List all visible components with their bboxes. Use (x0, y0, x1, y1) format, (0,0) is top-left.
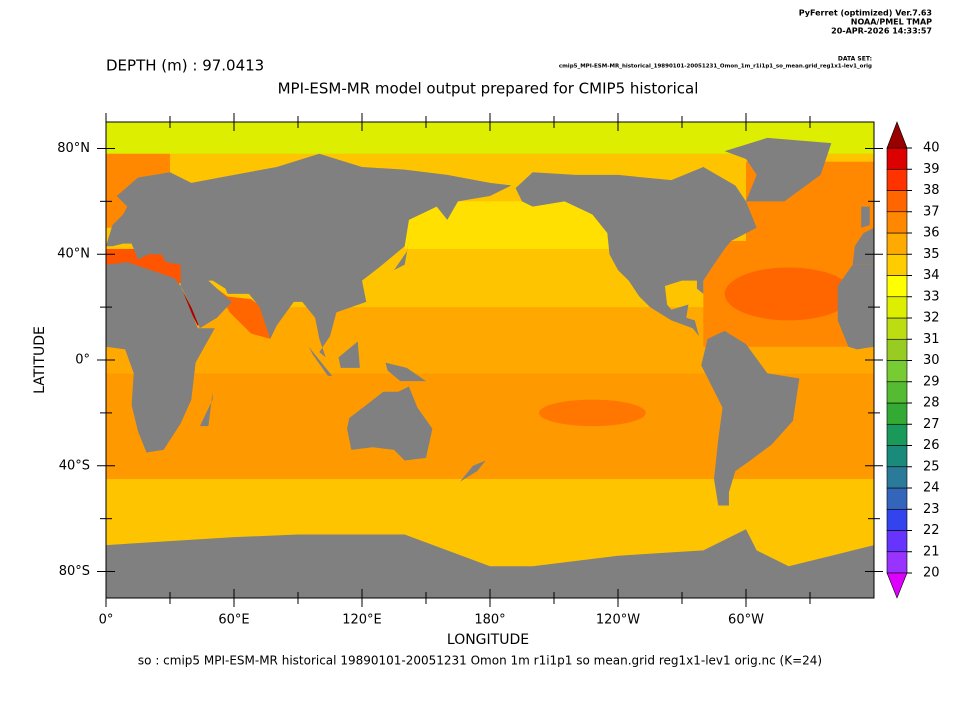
colorbar-label: 29 (923, 374, 940, 389)
x-tick-label: 60°W (728, 613, 764, 628)
colorbar-band (886, 381, 908, 404)
y-tick-label: 40°N (57, 247, 90, 262)
software: PyFerret (optimized) Ver.7.63 (799, 9, 932, 18)
dataset: cmip5_MPI-ESM-MR_historical_19890101-200… (559, 64, 872, 70)
land (852, 227, 874, 265)
y-tick-label: 0° (75, 353, 90, 368)
colorbar-band (886, 296, 908, 319)
land (724, 137, 832, 202)
y-axis-label: LATITUDE (32, 326, 48, 394)
x-tick-label: 180° (474, 613, 505, 628)
colorbar-label: 40 (923, 141, 940, 156)
x-tick-label: 0° (99, 613, 114, 628)
depth: DEPTH (m) : 97.0413 (106, 57, 264, 75)
colorbar-label: 25 (923, 459, 940, 474)
ocean-region (539, 399, 646, 427)
x-tick-label: 120°E (342, 613, 382, 628)
colorbar-label: 30 (923, 353, 940, 368)
x-tick-label: 120°W (596, 613, 640, 628)
colorbar-band (886, 445, 908, 468)
timestamp: 20-APR-2026 14:33:57 (831, 27, 932, 36)
colorbar-label: 21 (923, 544, 940, 559)
colorbar-band (886, 168, 908, 191)
colorbar-band (886, 253, 908, 276)
colorbar-band (886, 487, 908, 510)
colorbar-label: 38 (923, 183, 940, 198)
colorbar-band (886, 275, 908, 298)
colorbar-label: 26 (923, 438, 940, 453)
colorbar-label: 28 (923, 396, 940, 411)
map (106, 122, 874, 598)
colorbar-over (886, 121, 908, 149)
axes: 0° 60°E 120°E 180° 120°W 60°W 80°N 40°N 0° 40°S 80… (57, 113, 883, 628)
land (106, 262, 215, 453)
x-tick-label: 60°E (218, 613, 249, 628)
colorbar-label: 23 (923, 502, 940, 517)
colorbar-label: 31 (923, 332, 940, 347)
land (837, 264, 874, 350)
land (385, 362, 426, 382)
colorbar-label: 39 (923, 162, 940, 177)
colorbar-label: 34 (923, 268, 940, 283)
land (460, 460, 486, 482)
colorbar-band (886, 402, 908, 425)
colorbar-band (886, 360, 908, 383)
colorbar-label: 20 (923, 566, 940, 581)
y-tick-label: 80°S (59, 564, 90, 579)
colorbar-label: 37 (923, 204, 940, 219)
colorbar-under (886, 572, 908, 599)
colorbar-label: 36 (923, 226, 940, 241)
colorbar-band (886, 317, 908, 340)
colorbar-label: 35 (923, 247, 940, 262)
land (383, 241, 409, 276)
y-tick-label: 80°N (57, 141, 90, 156)
colorbar-label: 33 (923, 289, 940, 304)
y-tick-label: 40°S (59, 458, 90, 473)
land (515, 166, 757, 337)
land (347, 386, 433, 461)
colorbar-label: 22 (923, 523, 940, 538)
land (106, 153, 512, 358)
footer: so : cmip5 MPI-ESM-MR historical 1989010… (138, 654, 822, 668)
land (338, 341, 360, 368)
colorbar-band (886, 190, 908, 213)
colorbar-band (886, 338, 908, 361)
land (861, 206, 870, 228)
colorbar-band (886, 423, 908, 446)
colorbar-band (886, 147, 908, 170)
colorbar-band (886, 232, 908, 255)
dataset-label: DATA SET: (838, 56, 872, 63)
colorbar-band (886, 466, 908, 489)
land (106, 529, 874, 598)
x-axis-label: LONGITUDE (447, 632, 529, 648)
colorbar-label: 24 (923, 481, 940, 496)
map-area (106, 122, 874, 598)
title: MPI-ESM-MR model output prepared for CMI… (278, 80, 699, 98)
colorbar-label: 27 (923, 417, 940, 432)
ocean-region (724, 267, 853, 321)
colorbar-band (886, 551, 908, 574)
colorbar-band (886, 530, 908, 553)
colorbar-label: 32 (923, 311, 940, 326)
colorbar-band (886, 211, 908, 234)
colorbar-band (886, 508, 908, 531)
land (701, 330, 800, 506)
lab: NOAA/PMEL TMAP (851, 18, 932, 27)
land (199, 391, 213, 427)
colorbar: 20 21 22 23 24 25 26 27 28 29 30 31 32 33 34 35 36 37 38 39… (886, 121, 940, 599)
